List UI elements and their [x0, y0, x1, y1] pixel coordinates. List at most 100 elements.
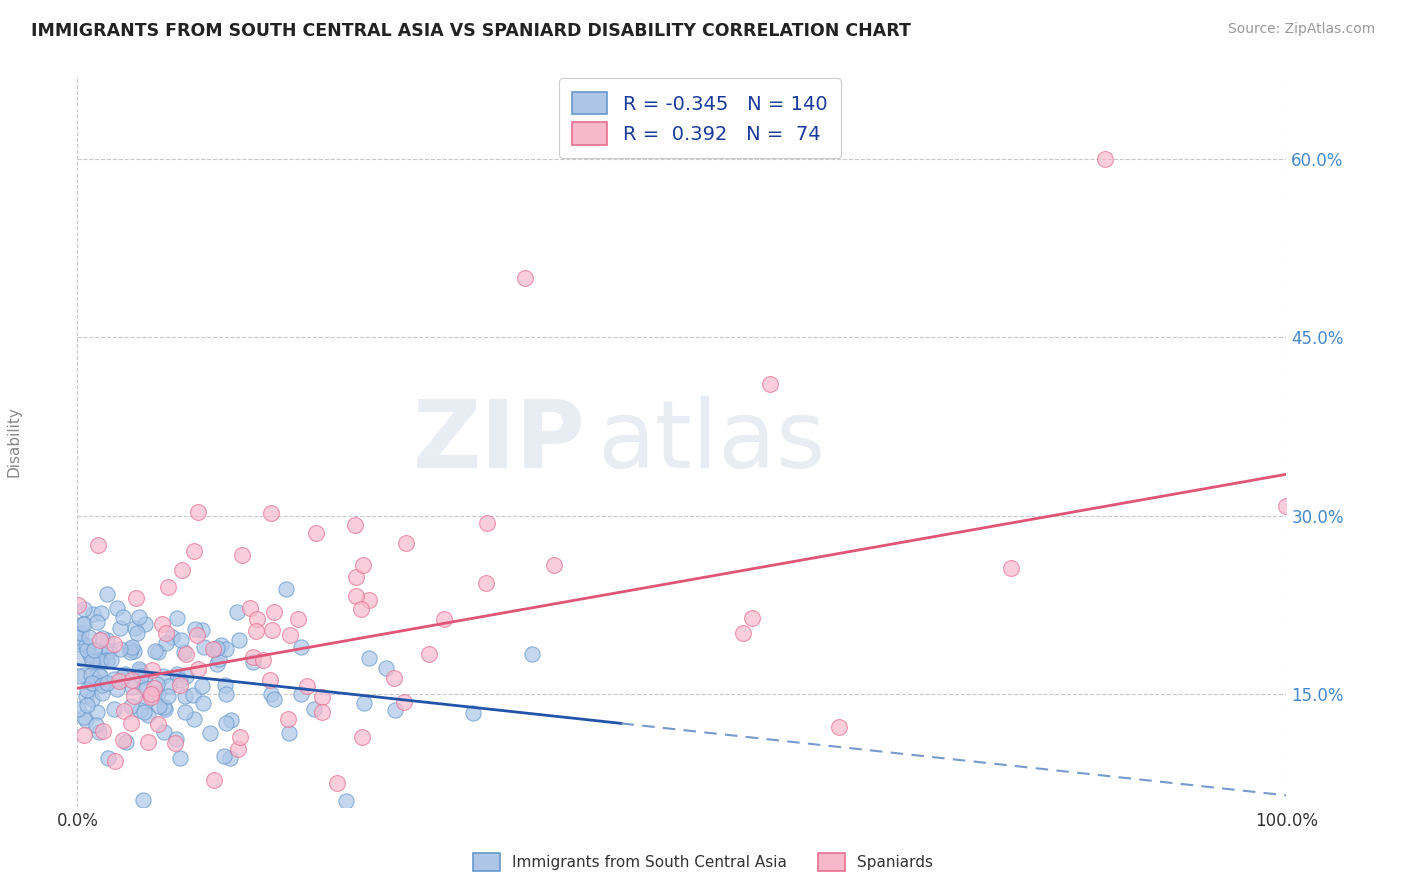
Point — [87, 725, 110, 739]
Point — [215, 642, 238, 657]
Point — [121, 673, 143, 687]
Point — [228, 730, 250, 744]
Point — [91, 631, 114, 645]
Point — [136, 707, 159, 722]
Point — [183, 713, 205, 727]
Point — [91, 685, 114, 699]
Point — [75, 689, 97, 703]
Point — [91, 723, 114, 738]
Point — [143, 644, 166, 658]
Point — [287, 611, 309, 625]
Point — [96, 675, 118, 690]
Point — [120, 642, 142, 657]
Point — [152, 669, 174, 683]
Point — [150, 616, 173, 631]
Point — [136, 735, 159, 749]
Point — [146, 686, 169, 700]
Point — [522, 647, 544, 661]
Point — [252, 652, 274, 666]
Point — [89, 669, 111, 683]
Point — [75, 714, 97, 728]
Point — [103, 637, 125, 651]
Point — [202, 772, 225, 787]
Point — [169, 673, 191, 688]
Point — [111, 609, 134, 624]
Point — [259, 673, 281, 687]
Point — [214, 716, 236, 731]
Point — [418, 647, 440, 661]
Point — [91, 651, 114, 665]
Point — [311, 690, 333, 704]
Point — [202, 641, 225, 656]
Point — [82, 675, 104, 690]
Point — [260, 687, 283, 701]
Point — [141, 687, 163, 701]
Point — [70, 635, 93, 649]
Point — [86, 654, 108, 668]
Point — [86, 615, 108, 629]
Point — [70, 626, 93, 640]
Point — [263, 691, 285, 706]
Point — [120, 699, 142, 714]
Point — [214, 678, 236, 692]
Point — [84, 718, 107, 732]
Point — [343, 518, 366, 533]
Point — [70, 616, 93, 631]
Point — [67, 598, 90, 612]
Point — [758, 376, 780, 391]
Point — [461, 706, 484, 720]
Point — [205, 657, 228, 671]
Point — [193, 640, 215, 654]
Point — [335, 794, 357, 808]
Point — [96, 653, 118, 667]
Point — [260, 624, 283, 638]
Point — [107, 681, 129, 696]
Point — [382, 671, 405, 685]
Point — [344, 569, 367, 583]
Point — [828, 720, 851, 734]
Point — [325, 776, 347, 790]
Point — [80, 668, 103, 682]
Point — [311, 705, 333, 719]
Point — [90, 678, 112, 692]
Y-axis label: Disability: Disability — [7, 406, 21, 477]
Legend: Immigrants from South Central Asia, Spaniards: Immigrants from South Central Asia, Span… — [464, 844, 942, 880]
Point — [1000, 561, 1022, 575]
Point — [127, 625, 149, 640]
Point — [108, 621, 131, 635]
Point — [395, 536, 418, 550]
Point — [474, 576, 496, 591]
Point — [1275, 499, 1298, 513]
Point — [66, 702, 89, 716]
Point — [375, 661, 398, 675]
Point — [132, 793, 155, 807]
Point — [187, 662, 209, 676]
Point — [146, 677, 169, 691]
Point — [174, 705, 197, 719]
Point — [166, 611, 188, 625]
Point — [384, 702, 406, 716]
Text: atlas: atlas — [598, 395, 825, 488]
Point — [170, 632, 193, 647]
Text: Source: ZipAtlas.com: Source: ZipAtlas.com — [1227, 22, 1375, 37]
Point — [181, 688, 204, 702]
Point — [86, 674, 108, 689]
Point — [359, 651, 381, 665]
Point — [231, 549, 253, 563]
Point — [226, 742, 249, 756]
Point — [741, 611, 763, 625]
Point — [344, 589, 367, 603]
Point — [87, 537, 110, 551]
Point — [218, 751, 240, 765]
Point — [73, 710, 96, 724]
Point — [96, 654, 118, 668]
Point — [100, 653, 122, 667]
Point — [148, 699, 170, 714]
Point — [139, 690, 162, 704]
Point — [187, 505, 209, 519]
Point — [242, 649, 264, 664]
Point — [108, 674, 131, 689]
Point — [304, 701, 326, 715]
Point — [121, 640, 143, 655]
Point — [290, 687, 312, 701]
